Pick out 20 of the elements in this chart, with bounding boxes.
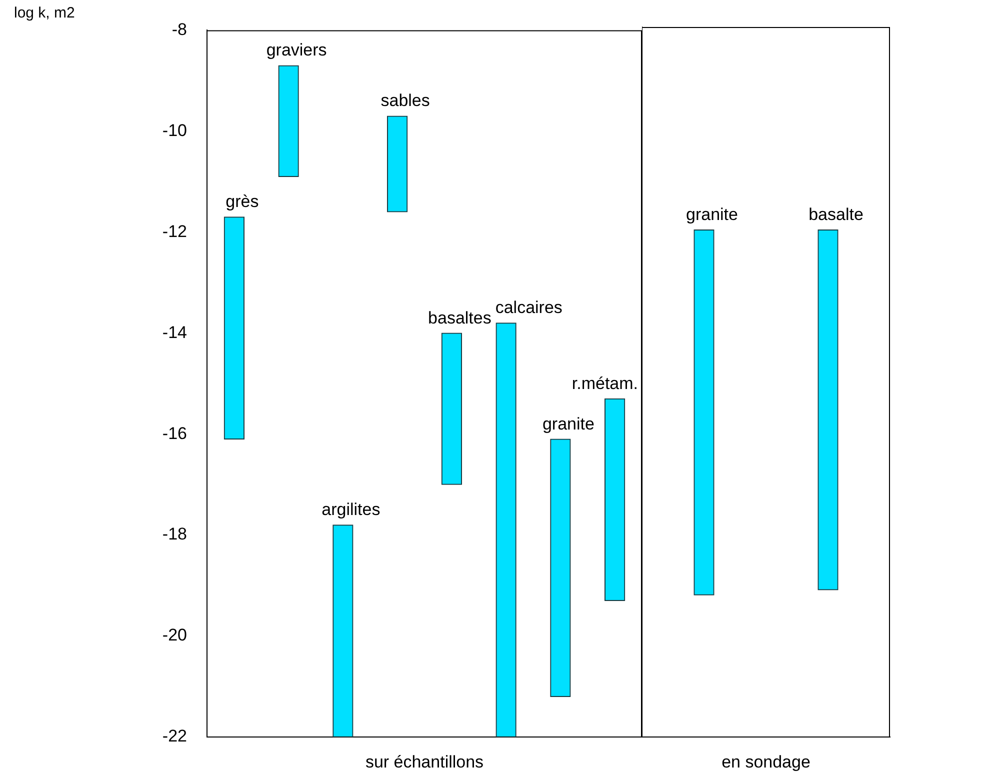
x-tick-label: grès: [226, 192, 259, 212]
y-axis-title: log k, m2: [14, 4, 75, 22]
y-tick-label: -8: [172, 20, 187, 39]
y-tick-label: -20: [162, 626, 187, 645]
x-tick-label: calcaires: [495, 298, 562, 318]
y-tick-label: -10: [162, 120, 187, 140]
y-tick-label: -16: [162, 424, 187, 443]
x-tick-label: graviers: [266, 40, 327, 60]
category-label: granite: [686, 205, 738, 224]
x-tick-label: r.métam.: [572, 374, 638, 393]
x-axis-title: en sondage: [722, 752, 810, 772]
y-tick-label: -18: [162, 524, 187, 544]
y-tick-label: -22: [162, 726, 187, 746]
x-tick-label: argilites: [322, 500, 380, 520]
category-label: basalte: [808, 205, 864, 224]
x-tick-label: sables: [380, 91, 430, 110]
x-axis-title: sur échantillons: [365, 752, 484, 772]
y-tick-label: -14: [162, 322, 187, 342]
y-tick-label: -12: [162, 222, 187, 241]
x-tick-label: basaltes: [428, 308, 492, 328]
